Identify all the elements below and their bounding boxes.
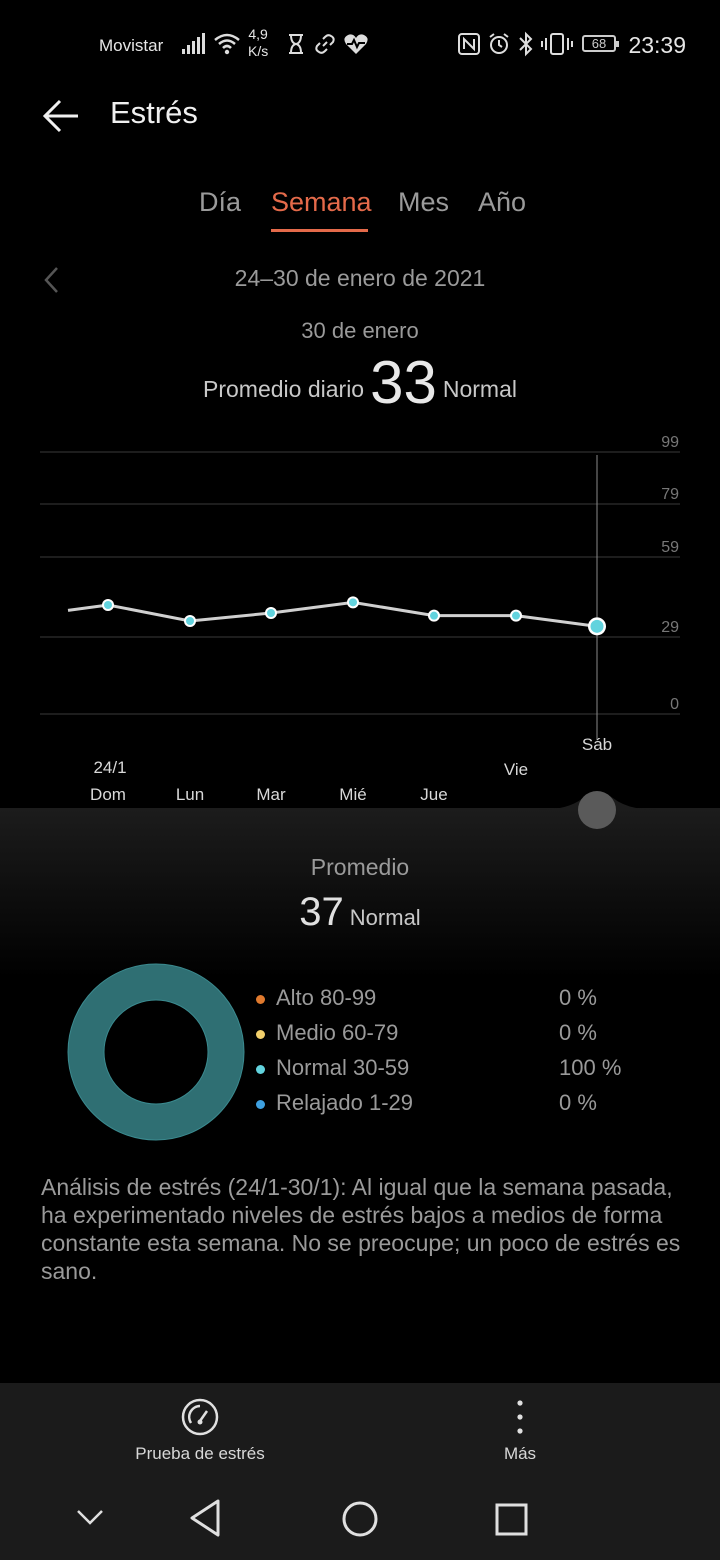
legend-label: Relajado 1-29 [276,1090,413,1115]
gauge-icon [181,1398,219,1436]
data-point [267,609,275,617]
more-button[interactable]: Más [470,1397,570,1477]
stress-chart[interactable]: 99 79 59 29 0 Dom Lun Mar Mié Jue Vie Sáb 24/1 [0,420,720,820]
hourglass-icon [289,34,303,54]
x-date-label: 24/1 [93,758,126,777]
link-icon [315,34,335,54]
heart-rate-icon [344,34,368,54]
average-status: Normal [349,905,421,930]
average-value: 37 [299,890,344,934]
chevron-left-icon[interactable] [40,264,64,296]
legend-percent: 100 % [559,1055,622,1080]
average-row: 37 Normal [0,890,720,935]
x-tick-label: Sáb [582,735,612,754]
y-tick-label: 0 [670,696,679,713]
legend-item: Medio 60-79 0 % [256,1020,656,1050]
bluetooth-icon [519,31,533,57]
selected-data-point [590,619,604,633]
data-point [186,617,194,625]
carrier-name: Movistar [99,36,164,55]
daily-average-status: Normal [442,376,517,402]
legend-color-dot [256,1100,265,1109]
tab-ano[interactable]: Año [478,187,527,217]
x-tick-label: Dom [90,785,126,804]
nfc-icon [458,33,480,55]
legend-color-dot [256,1030,265,1039]
legend-percent: 0 % [559,985,597,1010]
stress-donut-chart [67,963,245,1141]
system-navigation-bar [0,1483,720,1560]
legend-color-dot [256,1065,265,1074]
chevron-down-icon[interactable] [74,1505,106,1529]
data-point [430,611,438,620]
legend-label: Normal 30-59 [276,1055,410,1080]
y-tick-label: 29 [661,619,679,636]
tab-mes[interactable]: Mes [398,187,450,217]
legend-item: Relajado 1-29 0 % [256,1090,656,1120]
chart-scrubber-handle[interactable] [578,791,616,829]
date-range: 24–30 de enero de 2021 [234,265,486,291]
x-tick-label: Lun [176,785,204,804]
stress-test-label: Prueba de estrés [135,1444,265,1463]
x-tick-label: Mié [339,785,366,804]
y-tick-label: 59 [661,539,679,556]
battery-icon: 68 [582,35,619,52]
legend-label: Alto 80-99 [276,985,377,1010]
more-vertical-icon [517,1400,523,1434]
legend-item: Alto 80-99 0 % [256,985,656,1015]
nav-recents-icon[interactable] [493,1501,531,1539]
y-tick-label: 79 [661,486,679,503]
stress-line-series [67,600,598,628]
tab-dia[interactable]: Día [199,187,242,217]
stress-test-button[interactable]: Prueba de estrés [110,1397,290,1477]
data-point [512,611,520,620]
page-title: Estrés [110,95,198,130]
speed-unit: K/s [248,43,269,59]
back-arrow-icon[interactable] [40,94,84,138]
legend-percent: 0 % [559,1020,597,1045]
nav-back-icon[interactable] [186,1498,226,1538]
legend-label: Medio 60-79 [276,1020,399,1045]
daily-average: Promedio diario 33 Normal [0,348,720,417]
stress-analysis-text: Análisis de estrés (24/1-30/1): Al igual… [41,1174,681,1284]
vibrate-icon [541,33,573,55]
speed-value: 4,9 [248,26,268,42]
data-point [104,601,112,609]
network-speed: 4,9 K/s [248,26,268,60]
active-tab-indicator [271,229,368,232]
signal-icon [182,33,205,54]
nav-home-icon[interactable] [340,1499,380,1539]
selected-date: 30 de enero [301,318,419,343]
daily-average-value: 33 [370,349,437,416]
wifi-icon [214,33,240,55]
x-tick-label: Mar [256,785,286,804]
tab-semana[interactable]: Semana [271,187,372,217]
daily-average-label: Promedio diario [203,376,365,402]
bottom-action-bar: Prueba de estrés Más [0,1383,720,1483]
legend-item: Normal 30-59 100 % [256,1055,656,1085]
x-tick-label: Vie [504,760,528,779]
y-tick-label: 99 [661,434,679,451]
more-label: Más [503,1444,537,1463]
data-point [349,598,357,607]
clock: 23:39 [628,32,686,58]
alarm-icon [489,33,509,54]
legend-percent: 0 % [559,1090,597,1115]
x-tick-label: Jue [420,785,447,804]
average-title: Promedio [310,854,410,880]
legend-color-dot [256,995,265,1004]
status-bar: Movistar 4,9 K/s 68 23:39 [0,26,720,66]
